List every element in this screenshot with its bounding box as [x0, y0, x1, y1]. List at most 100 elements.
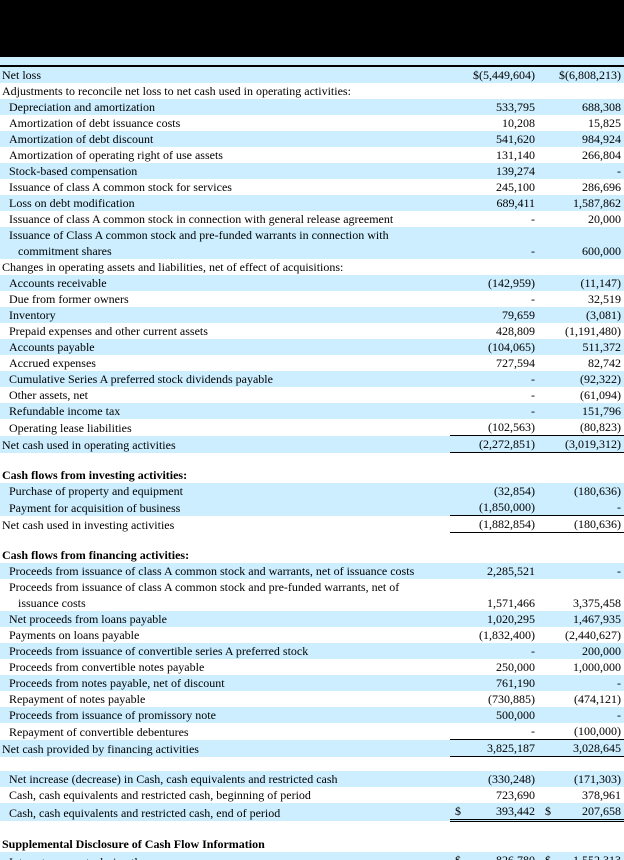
- table-row: Proceeds from issuance of promissory not…: [0, 707, 624, 723]
- value-col2: 600,000: [582, 244, 621, 258]
- row-label: Adjustments to reconcile net loss to net…: [2, 84, 351, 98]
- table-row: Amortization of debt issuance costs 10,20…: [0, 115, 624, 131]
- value-col1: [450, 547, 540, 563]
- row-label: Cash, cash equivalents and restricted ca…: [9, 788, 311, 802]
- table-top-partial-row: [0, 57, 624, 67]
- table-row: Proceeds from issuance of convertible se…: [0, 643, 624, 659]
- row-label: Changes in operating assets and liabilit…: [2, 260, 344, 274]
- row-label: Refundable income tax: [9, 404, 121, 418]
- table-row: Changes in operating assets and liabilit…: [0, 259, 624, 275]
- value-col1: (102,563): [450, 419, 540, 436]
- value-col1: [450, 467, 540, 483]
- value-col1: (142,959): [488, 276, 535, 290]
- value-col1: (32,854): [494, 484, 535, 498]
- cash-flow-table-body: Net loss $(5,449,604) $(6,808,213) Adjustme…: [0, 67, 624, 860]
- value-col2: (11,147): [580, 276, 621, 290]
- row-label: Depreciation and amortization: [9, 100, 155, 114]
- value-col2: [540, 547, 624, 563]
- table-row: Repayment of convertible debentures - (100…: [0, 723, 624, 740]
- value-col1: 500,000: [496, 708, 535, 722]
- table-row: Other assets, net - (61,094): [0, 387, 624, 403]
- value-col2: (92,322): [580, 372, 621, 386]
- table-row: Proceeds from issuance of class A common…: [0, 563, 624, 579]
- spacer-cell: [0, 453, 624, 468]
- value-col2: (80,823): [540, 419, 624, 436]
- value-col2: -: [617, 676, 621, 690]
- value-col1: $(5,449,604): [473, 68, 535, 82]
- value-col2: 286,696: [582, 180, 621, 194]
- value-col1: [450, 83, 540, 99]
- table-row: Issuance of Class A common stock and pre…: [0, 227, 624, 259]
- value-col2: -: [617, 708, 621, 722]
- row-label: Amortization of debt discount: [9, 132, 154, 146]
- value-col2: -: [617, 164, 621, 178]
- value-col2: 984,924: [582, 132, 621, 146]
- table-row: Net proceeds from loans payable 1,020,295…: [0, 611, 624, 627]
- table-row: Interest payments during the year$826,78…: [0, 852, 624, 860]
- row-label: Net proceeds from loans payable: [9, 612, 167, 626]
- row-label: Net cash provided by financing activitie…: [2, 741, 199, 756]
- value-col1: [450, 836, 540, 852]
- value-col1: -: [531, 212, 535, 226]
- value-col2: -: [617, 564, 621, 578]
- value-col1: (1,850,000): [450, 499, 540, 516]
- row-label: Payment for acquisition of business: [9, 500, 181, 515]
- value-col2: (1,191,480): [565, 324, 621, 338]
- value-col1: 533,795: [496, 100, 535, 114]
- table-row: Payment for acquisition of business (1,85…: [0, 499, 624, 516]
- value-col1: (1,882,854): [450, 515, 540, 533]
- value-col2: 378,961: [582, 788, 621, 802]
- row-label: Payments on loans payable: [9, 628, 140, 642]
- row-label: Loss on debt modification: [9, 196, 135, 210]
- value-col2: (180,636): [574, 484, 621, 498]
- value-col2: (2,440,627): [565, 628, 621, 642]
- value-col2: 3,028,645: [540, 739, 624, 757]
- spacer-row: [0, 821, 624, 837]
- value-col2: (3,019,312): [540, 435, 624, 453]
- value-col1: (1,832,400): [479, 628, 535, 642]
- row-label: Accounts payable: [9, 340, 95, 354]
- value-col1: 723,690: [496, 788, 535, 802]
- value-col1: 428,809: [496, 324, 535, 338]
- value-col1: (730,885): [488, 692, 535, 706]
- value-col2: 3,375,458: [573, 596, 621, 610]
- value-col1: $393,442: [450, 803, 540, 822]
- value-col2: $207,658: [540, 803, 624, 822]
- row-label: Inventory: [9, 308, 56, 322]
- row-label: Cumulative Series A preferred stock divi…: [9, 372, 273, 386]
- value-col1: 761,190: [496, 676, 535, 690]
- value-col1: 541,620: [496, 132, 535, 146]
- row-label: Net loss: [2, 68, 41, 82]
- value-col1: -: [531, 644, 535, 658]
- row-label: Other assets, net: [9, 388, 88, 402]
- row-label: Proceeds from notes payable, net of disc…: [9, 676, 225, 690]
- table-row: Loss on debt modification 689,411 1,587,86…: [0, 195, 624, 211]
- value-col1: -: [531, 404, 535, 418]
- table-row: Proceeds from issuance of class A common…: [0, 579, 624, 611]
- value-col2: 1,467,935: [573, 612, 621, 626]
- value-col2: [540, 467, 624, 483]
- table-row: Inventory 79,659 (3,081): [0, 307, 624, 323]
- table-row: Amortization of debt discount 541,620 984,…: [0, 131, 624, 147]
- value-col2: $(6,808,213): [559, 68, 621, 82]
- table-row: Amortization of operating right of use a…: [0, 147, 624, 163]
- row-label: Purchase of property and equipment: [9, 484, 183, 498]
- value-col1: -: [531, 292, 535, 306]
- table-row: Refundable income tax - 151,796: [0, 403, 624, 419]
- dollar-sign: $: [545, 853, 551, 860]
- table-row: Accounts receivable (142,959) (11,147): [0, 275, 624, 291]
- table-row: Stock-based compensation 139,274 -: [0, 163, 624, 179]
- value-col1: $826,780: [450, 852, 540, 860]
- value-col2: (61,094): [580, 388, 621, 402]
- table-row: Net cash provided by financing activitie…: [0, 739, 624, 757]
- row-label: Cash flows from financing activities:: [2, 548, 190, 562]
- spacer-cell: [0, 821, 624, 837]
- table-row: Purchase of property and equipment (32,85…: [0, 483, 624, 499]
- value-col1: -: [531, 244, 535, 258]
- row-label: Issuance of class A common stock in conn…: [9, 212, 394, 226]
- row-label: Interest payments during the year: [0, 852, 450, 860]
- value-col2: [540, 259, 624, 275]
- value-col1: 79,659: [502, 308, 535, 322]
- value-col2: 151,796: [582, 404, 621, 418]
